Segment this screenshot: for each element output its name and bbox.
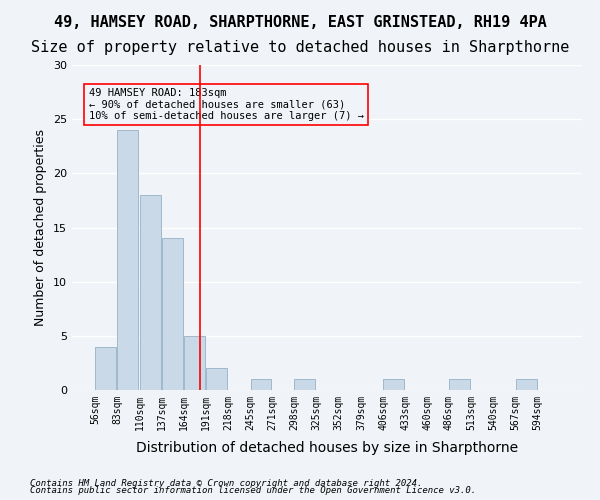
Y-axis label: Number of detached properties: Number of detached properties: [34, 129, 47, 326]
Text: Size of property relative to detached houses in Sharpthorne: Size of property relative to detached ho…: [31, 40, 569, 55]
Text: Contains HM Land Registry data © Crown copyright and database right 2024.: Contains HM Land Registry data © Crown c…: [30, 478, 422, 488]
Bar: [206, 368, 227, 390]
Bar: [449, 379, 470, 390]
Text: 49 HAMSEY ROAD: 183sqm
← 90% of detached houses are smaller (63)
10% of semi-det: 49 HAMSEY ROAD: 183sqm ← 90% of detached…: [89, 88, 364, 121]
X-axis label: Distribution of detached houses by size in Sharpthorne: Distribution of detached houses by size …: [136, 441, 518, 455]
Bar: [383, 379, 404, 390]
Bar: [184, 336, 205, 390]
Text: Contains public sector information licensed under the Open Government Licence v3: Contains public sector information licen…: [30, 486, 476, 495]
Bar: [95, 346, 116, 390]
Text: 49, HAMSEY ROAD, SHARPTHORNE, EAST GRINSTEAD, RH19 4PA: 49, HAMSEY ROAD, SHARPTHORNE, EAST GRINS…: [53, 15, 547, 30]
Bar: [118, 130, 139, 390]
Bar: [140, 195, 161, 390]
Bar: [294, 379, 316, 390]
Bar: [515, 379, 536, 390]
Bar: [251, 379, 271, 390]
Bar: [162, 238, 183, 390]
